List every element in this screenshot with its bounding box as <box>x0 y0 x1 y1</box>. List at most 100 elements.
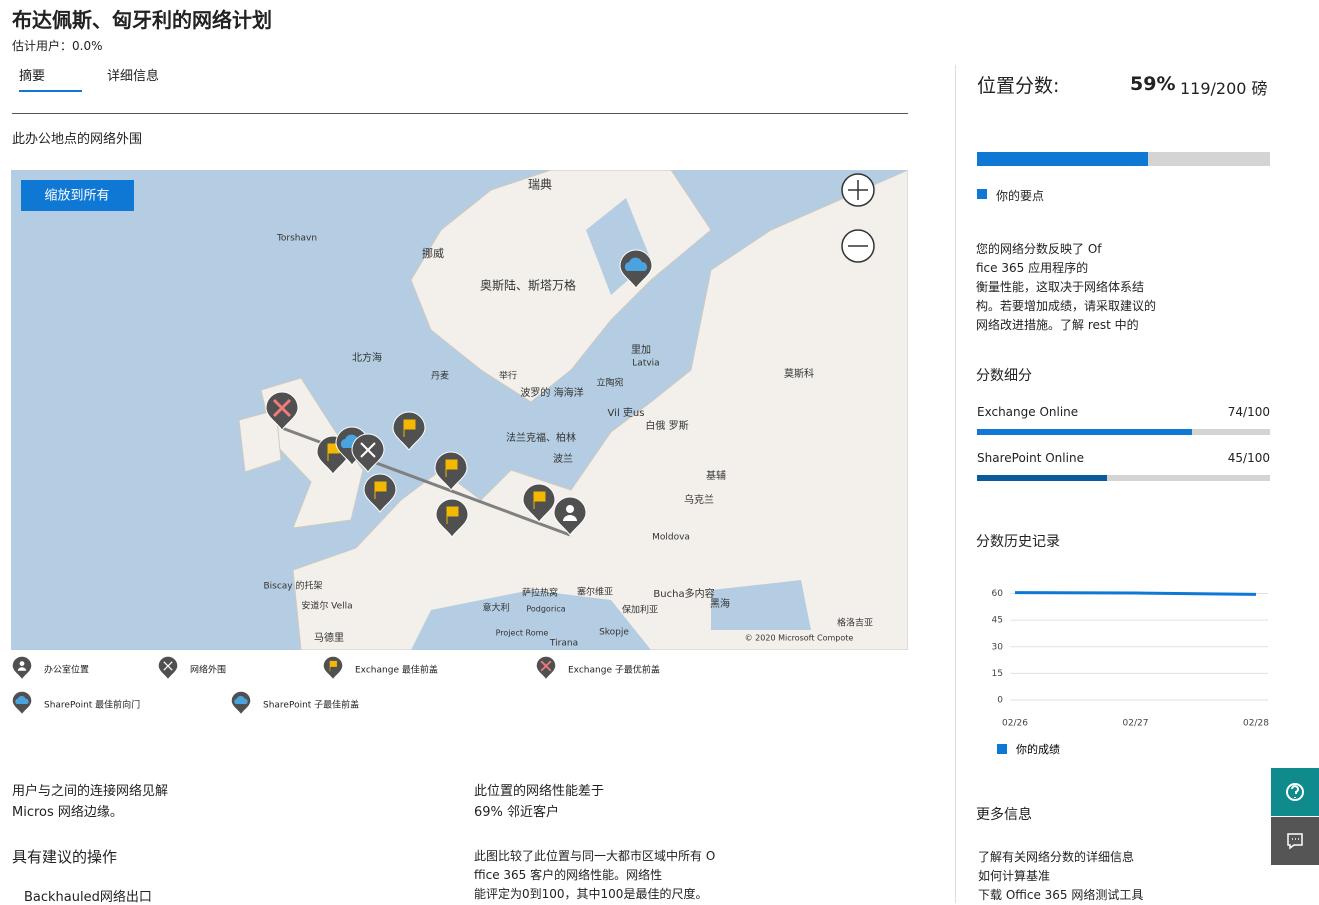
place-label: 莫斯科 <box>784 367 814 380</box>
legend-item <box>231 691 251 715</box>
place-label: Skopje <box>599 628 629 638</box>
legend-item <box>323 656 343 680</box>
place-label: 里加 <box>631 344 651 356</box>
pin <box>434 451 468 491</box>
breakdown-track <box>977 475 1270 481</box>
y-tick-label: 0 <box>997 696 1003 706</box>
description-line: 网络改进措施。了解 rest 中的 <box>976 318 1139 332</box>
place-label: 基辅 <box>706 469 726 482</box>
legend-label: SharePoint 子最佳前盖 <box>263 699 359 711</box>
flag-icon <box>374 481 387 499</box>
place-label: 波罗的 海海洋 <box>520 386 583 399</box>
place-label: Project Rome <box>496 629 549 638</box>
map-copyright: © 2020 Microsoft Compote <box>745 634 854 643</box>
link[interactable]: 下载 Office 365 网络测试工具 <box>978 888 1144 902</box>
link[interactable]: 如何计算基准 <box>978 869 1051 883</box>
y-tick-label: 15 <box>992 669 1003 679</box>
tab[interactable]: 详细信息 <box>107 69 160 84</box>
page-title: 布达佩斯、匈牙利的网络计划 <box>12 8 272 32</box>
pin <box>351 433 385 473</box>
place-label: 举行 <box>499 370 517 382</box>
action-item[interactable]: Backhauled网络出口 <box>24 890 152 905</box>
zoom-button[interactable] <box>21 180 134 211</box>
insights: 用户与之间的连接网络见解 Micros 网络边缘。 此位置的网络性能差于 69% 邻近… <box>12 780 912 900</box>
breakdown-score: 45/100 <box>1227 451 1270 465</box>
history-title: 分数历史记录 <box>976 534 1060 550</box>
pin <box>435 498 469 538</box>
place-label: 保加利亚 <box>622 604 658 616</box>
place-label: Torshavn <box>276 234 317 244</box>
legend-label: Exchange 子最优前盖 <box>568 664 660 676</box>
user-icon <box>563 515 577 521</box>
legend-icon <box>158 656 178 680</box>
pin <box>323 656 343 680</box>
score-track <box>977 152 1270 166</box>
legend-icon <box>231 691 251 715</box>
legend-swatch <box>997 744 1007 754</box>
place-label: 马德里 <box>314 631 344 644</box>
breakdown-name: SharePoint Online <box>977 451 1084 465</box>
breakdown: Exchange Online 74/100 SharePoint Online 45… <box>977 405 1270 485</box>
legend-label: SharePoint 最佳前向门 <box>44 699 140 711</box>
help-button[interactable] <box>1271 768 1319 816</box>
comparison-line: ffice 365 客户的网络性能。网络性 <box>474 868 663 882</box>
user-icon <box>17 667 27 671</box>
more-info-title: 更多信息 <box>976 807 1032 823</box>
legend-icon <box>323 656 343 680</box>
more-info-links: 了解有关网络分数的详细信息 如何计算基准下载 Office 365 网络测试工具 <box>978 848 1143 905</box>
breakdown-bar <box>977 475 1107 481</box>
actions-title: 具有建议的操作 <box>12 848 118 866</box>
score-bar <box>977 152 1148 166</box>
flag-icon <box>445 459 458 477</box>
sea <box>531 342 651 428</box>
breakdown-title: 分数细分 <box>976 368 1032 384</box>
flag-icon <box>403 419 416 437</box>
x-tick-label: 02/28 <box>1243 719 1269 729</box>
land <box>238 409 282 473</box>
legend-item <box>158 656 178 680</box>
map-heading: 此办公地点的网络外围 <box>12 132 143 147</box>
zoom-button-label[interactable]: 缩放到所有 <box>44 188 109 204</box>
legend-item <box>12 656 32 680</box>
comparison-line: 能评定为0到100，其中100是最佳的尺度。 <box>474 887 708 901</box>
description-line: fice 365 应用程序的 <box>976 261 1089 275</box>
place-label: 白俄 罗斯 <box>645 419 688 432</box>
link[interactable]: 了解有关网络分数的详细信息 <box>978 850 1135 864</box>
place-label: 黑海 <box>710 597 730 610</box>
place-label: 萨拉热窝 <box>522 587 558 599</box>
insight-title: 此位置的网络性能差于 <box>474 784 605 799</box>
network-icon <box>163 661 173 671</box>
tab[interactable]: 摘要 <box>19 69 46 84</box>
legend-icon <box>12 656 32 680</box>
feedback-button[interactable] <box>1271 817 1319 865</box>
place-label: Tirana <box>549 639 578 649</box>
score-percent: 59% <box>1130 73 1176 95</box>
description-line: 您的网络分数反映了 Of <box>976 242 1102 256</box>
breakdown-bar <box>977 429 1192 435</box>
line <box>1014 591 1257 596</box>
map-legend: 办公室位置 网络外围 Exchange 最佳前盖 Exchange 子最优前盖 Shar… <box>12 656 660 715</box>
legend-icon <box>12 691 32 715</box>
sea <box>411 590 651 650</box>
score-points: 119/200 磅 <box>1180 79 1268 98</box>
plus-icon <box>848 180 868 200</box>
breakdown-score: 74/100 <box>1227 405 1270 419</box>
place-label: Bucha多内容 <box>653 587 714 600</box>
place-label: 挪威 <box>422 246 444 260</box>
pin <box>522 483 556 523</box>
pin <box>536 656 556 680</box>
x-icon <box>272 398 292 418</box>
insight-text: Micros 网络边缘。 <box>12 805 123 820</box>
comparison-text: 此图比较了此位置与同一大都市区域中所有 O ffice 365 客户的网络性能。网… <box>474 847 715 904</box>
place-label: Latvia <box>632 359 659 369</box>
place-label: Vil 吏us <box>608 406 645 419</box>
score-description: 您的网络分数反映了 Of fice 365 应用程序的 衡量性能，这取决于网络体系结… <box>976 240 1156 335</box>
place-label: 安道尔 Vella <box>301 600 352 612</box>
place-label: 瑞典 <box>528 178 552 192</box>
divider <box>12 113 908 114</box>
place-label: Podgorica <box>526 605 565 614</box>
network-icon <box>360 442 376 458</box>
y-tick-label: 45 <box>992 616 1003 626</box>
